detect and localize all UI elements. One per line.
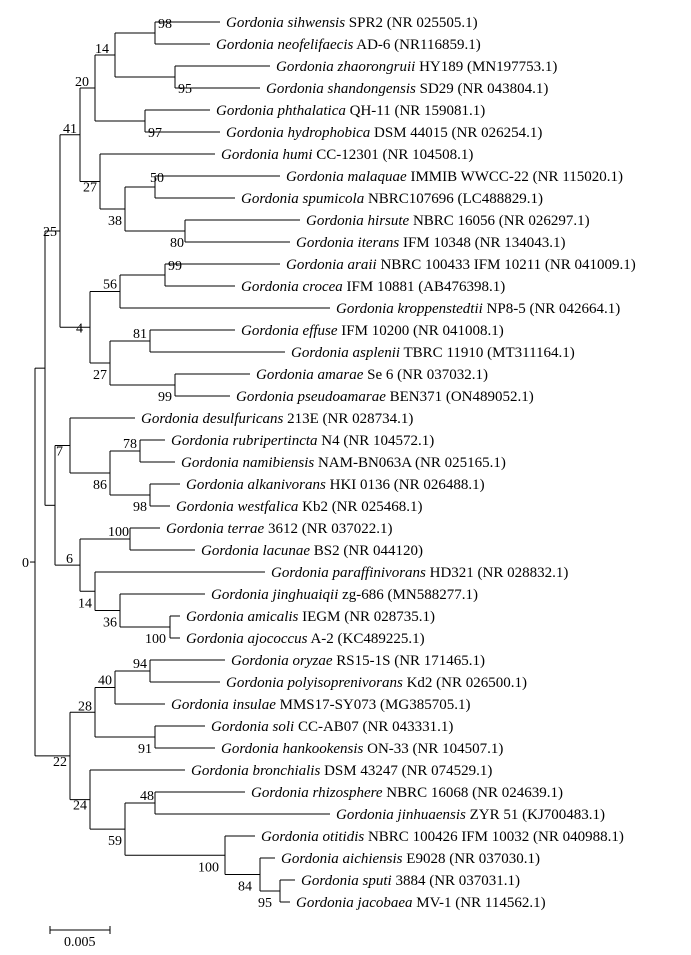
taxon-label: Gordonia westfalica Kb2 (NR 025468.1) xyxy=(176,499,423,515)
taxon-label: Gordonia crocea IFM 10881 (AB476398.1) xyxy=(241,279,505,295)
bootstrap-value: 81 xyxy=(133,327,147,342)
bootstrap-value: 27 xyxy=(93,368,107,383)
taxon-label: Gordonia soli CC-AB07 (NR 043331.1) xyxy=(211,719,453,735)
bootstrap-value: 100 xyxy=(108,525,129,540)
bootstrap-value: 24 xyxy=(73,799,87,814)
bootstrap-value: 86 xyxy=(93,478,107,493)
taxon-label: Gordonia iterans IFM 10348 (NR 134043.1) xyxy=(296,235,565,251)
taxon-label: Gordonia effuse IFM 10200 (NR 041008.1) xyxy=(241,323,504,339)
bootstrap-value: 50 xyxy=(150,171,164,186)
bootstrap-value: 40 xyxy=(98,674,112,689)
bootstrap-value: 48 xyxy=(140,789,154,804)
taxon-label: Gordonia humi CC-12301 (NR 104508.1) xyxy=(221,147,473,163)
taxon-label: Gordonia amicalis IEGM (NR 028735.1) xyxy=(186,609,435,625)
taxon-label: Gordonia namibiensis NAM-BN063A (NR 0251… xyxy=(181,455,506,471)
taxon-label: Gordonia jinhuaensis ZYR 51 (KJ700483.1) xyxy=(336,807,605,823)
bootstrap-value: 99 xyxy=(158,390,172,405)
bootstrap-value: 94 xyxy=(133,657,147,672)
bootstrap-value: 0 xyxy=(22,556,29,571)
taxon-label: Gordonia spumicola NBRC107696 (LC488829.… xyxy=(241,191,543,207)
bootstrap-value: 100 xyxy=(198,860,219,875)
taxon-label: Gordonia alkanivorans HKI 0136 (NR 02648… xyxy=(186,477,485,493)
taxon-label: Gordonia aichiensis E9028 (NR 037030.1) xyxy=(281,851,540,867)
bootstrap-value: 78 xyxy=(123,437,137,452)
taxon-label: Gordonia amarae Se 6 (NR 037032.1) xyxy=(256,367,488,383)
taxon-label: Gordonia jinghuaiqii zg-686 (MN588277.1) xyxy=(211,587,478,603)
taxon-label: Gordonia paraffinivorans HD321 (NR 02883… xyxy=(271,565,568,581)
bootstrap-value: 98 xyxy=(158,17,172,32)
scale-label: 0.005 xyxy=(64,935,96,950)
taxon-label: Gordonia zhaorongruii HY189 (MN197753.1) xyxy=(276,59,557,75)
taxon-label: Gordonia rubripertincta N4 (NR 104572.1) xyxy=(171,433,434,449)
bootstrap-value: 80 xyxy=(170,236,184,251)
taxon-label: Gordonia jacobaea MV-1 (NR 114562.1) xyxy=(296,895,546,911)
bootstrap-value: 99 xyxy=(168,259,182,274)
taxon-label: Gordonia hankookensis ON-33 (NR 104507.1… xyxy=(221,741,503,757)
bootstrap-value: 95 xyxy=(178,82,192,97)
bootstrap-value: 36 xyxy=(103,616,117,631)
taxon-label: Gordonia sihwensis SPR2 (NR 025505.1) xyxy=(226,15,478,31)
taxon-label: Gordonia insulae MMS17-SY073 (MG385705.1… xyxy=(171,697,470,713)
taxon-label: Gordonia sputi 3884 (NR 037031.1) xyxy=(301,873,520,889)
taxon-label: Gordonia rhizosphere NBRC 16068 (NR 0246… xyxy=(251,785,563,801)
bootstrap-value: 14 xyxy=(78,596,92,611)
taxon-label: Gordonia neofelifaecis AD-6 (NR116859.1) xyxy=(216,37,481,53)
taxon-label: Gordonia shandongensis SD29 (NR 043804.1… xyxy=(266,81,548,97)
taxon-label: Gordonia asplenii TBRC 11910 (MT311164.1… xyxy=(291,345,575,361)
bootstrap-value: 97 xyxy=(148,126,162,141)
bootstrap-value: 22 xyxy=(53,755,67,770)
bootstrap-value: 27 xyxy=(83,181,97,196)
taxon-label: Gordonia polyisoprenivorans Kd2 (NR 0265… xyxy=(226,675,527,691)
bootstrap-value: 4 xyxy=(76,321,83,336)
bootstrap-value: 100 xyxy=(145,632,166,647)
taxon-label: Gordonia malaquae IMMIB WWCC-22 (NR 1150… xyxy=(286,169,623,185)
taxon-label: Gordonia ajococcus A-2 (KC489225.1) xyxy=(186,631,425,647)
taxon-label: Gordonia araii NBRC 100433 IFM 10211 (NR… xyxy=(286,257,636,273)
taxon-label: Gordonia otitidis NBRC 100426 IFM 10032 … xyxy=(261,829,624,845)
phylogenetic-tree: 9895971420508038274199568199274257898867… xyxy=(0,0,691,955)
taxon-label: Gordonia desulfuricans 213E (NR 028734.1… xyxy=(141,411,413,427)
taxon-label: Gordonia pseudoamarae BEN371 (ON489052.1… xyxy=(236,389,534,405)
bootstrap-value: 98 xyxy=(133,500,147,515)
bootstrap-value: 7 xyxy=(56,445,63,460)
bootstrap-value: 38 xyxy=(108,214,122,229)
bootstrap-value: 91 xyxy=(138,742,152,757)
taxon-label: Gordonia hydrophobica DSM 44015 (NR 0262… xyxy=(226,125,542,141)
taxon-label: Gordonia lacunae BS2 (NR 044120) xyxy=(201,543,423,559)
taxon-label: Gordonia phthalatica QH-11 (NR 159081.1) xyxy=(216,103,485,119)
bootstrap-value: 95 xyxy=(258,896,272,911)
bootstrap-value: 56 xyxy=(103,278,117,293)
taxon-label: Gordonia kroppenstedtii NP8-5 (NR 042664… xyxy=(336,301,620,317)
bootstrap-value: 59 xyxy=(108,834,122,849)
taxon-label: Gordonia hirsute NBRC 16056 (NR 026297.1… xyxy=(306,213,590,229)
taxon-label: Gordonia oryzae RS15-1S (NR 171465.1) xyxy=(231,653,485,669)
taxon-label: Gordonia bronchialis DSM 43247 (NR 07452… xyxy=(191,763,492,779)
bootstrap-value: 84 xyxy=(238,880,252,895)
taxon-label: Gordonia terrae 3612 (NR 037022.1) xyxy=(166,521,393,537)
